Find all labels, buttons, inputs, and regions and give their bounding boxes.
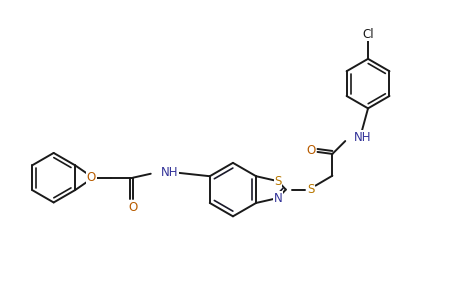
Text: N: N — [273, 192, 282, 205]
Text: O: O — [128, 201, 138, 214]
Text: NH: NH — [354, 131, 372, 144]
Text: S: S — [274, 175, 281, 188]
Text: S: S — [307, 183, 314, 196]
Text: O: O — [306, 144, 315, 157]
Text: O: O — [87, 171, 96, 184]
Text: Cl: Cl — [362, 28, 374, 40]
Text: NH: NH — [161, 166, 178, 179]
